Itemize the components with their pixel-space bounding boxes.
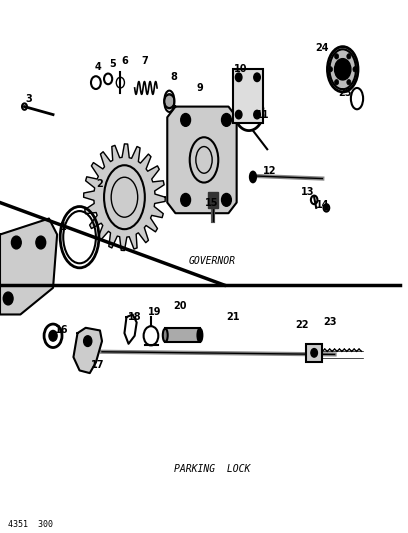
Text: 14: 14 bbox=[315, 200, 329, 210]
Text: 3: 3 bbox=[25, 94, 32, 103]
Ellipse shape bbox=[327, 47, 358, 92]
Polygon shape bbox=[0, 219, 57, 314]
Circle shape bbox=[181, 193, 191, 206]
Text: 7: 7 bbox=[142, 56, 148, 66]
Circle shape bbox=[328, 67, 333, 72]
Circle shape bbox=[222, 193, 231, 206]
Circle shape bbox=[325, 206, 328, 210]
Text: 18: 18 bbox=[128, 312, 142, 322]
Text: 13: 13 bbox=[301, 187, 315, 197]
Text: PARKING  LOCK: PARKING LOCK bbox=[174, 464, 251, 474]
Text: 11: 11 bbox=[256, 110, 270, 119]
Text: 23: 23 bbox=[324, 318, 337, 327]
Text: 5: 5 bbox=[109, 59, 115, 69]
Circle shape bbox=[335, 59, 351, 80]
Text: 19: 19 bbox=[148, 307, 162, 317]
Text: 4351  300: 4351 300 bbox=[8, 520, 53, 529]
Text: 25: 25 bbox=[338, 88, 352, 98]
Bar bbox=[306, 344, 322, 362]
Ellipse shape bbox=[250, 172, 256, 182]
Circle shape bbox=[11, 236, 21, 249]
Text: 24: 24 bbox=[315, 43, 329, 53]
Circle shape bbox=[335, 79, 339, 85]
Ellipse shape bbox=[197, 328, 202, 342]
Text: 10: 10 bbox=[234, 64, 248, 74]
Text: 2: 2 bbox=[97, 179, 103, 189]
Circle shape bbox=[254, 110, 260, 119]
Polygon shape bbox=[73, 328, 102, 373]
Polygon shape bbox=[208, 192, 218, 208]
Text: 21: 21 bbox=[226, 312, 239, 322]
Text: 1: 1 bbox=[60, 222, 67, 231]
Text: 15: 15 bbox=[205, 198, 219, 207]
Bar bbox=[165, 328, 200, 342]
Circle shape bbox=[235, 73, 242, 82]
Ellipse shape bbox=[163, 328, 168, 342]
Text: 20: 20 bbox=[173, 302, 186, 311]
Circle shape bbox=[84, 336, 92, 346]
Text: GOVERNOR: GOVERNOR bbox=[188, 256, 236, 266]
Text: 17: 17 bbox=[91, 360, 105, 370]
Circle shape bbox=[3, 292, 13, 305]
Polygon shape bbox=[167, 107, 237, 213]
Circle shape bbox=[353, 67, 357, 72]
Text: 16: 16 bbox=[54, 326, 68, 335]
Ellipse shape bbox=[164, 94, 175, 109]
Bar bbox=[233, 69, 263, 123]
Text: 8: 8 bbox=[170, 72, 177, 82]
Circle shape bbox=[347, 54, 351, 59]
Text: 22: 22 bbox=[295, 320, 309, 330]
Circle shape bbox=[335, 54, 339, 59]
Circle shape bbox=[311, 349, 317, 357]
Circle shape bbox=[181, 114, 191, 126]
Text: 9: 9 bbox=[197, 83, 203, 93]
Circle shape bbox=[49, 330, 57, 341]
Text: 12: 12 bbox=[262, 166, 276, 175]
Text: 4: 4 bbox=[95, 62, 101, 71]
Polygon shape bbox=[84, 144, 165, 251]
Circle shape bbox=[254, 73, 260, 82]
Circle shape bbox=[222, 114, 231, 126]
Circle shape bbox=[347, 79, 351, 85]
Circle shape bbox=[235, 110, 242, 119]
Circle shape bbox=[36, 236, 46, 249]
Text: 6: 6 bbox=[121, 56, 128, 66]
